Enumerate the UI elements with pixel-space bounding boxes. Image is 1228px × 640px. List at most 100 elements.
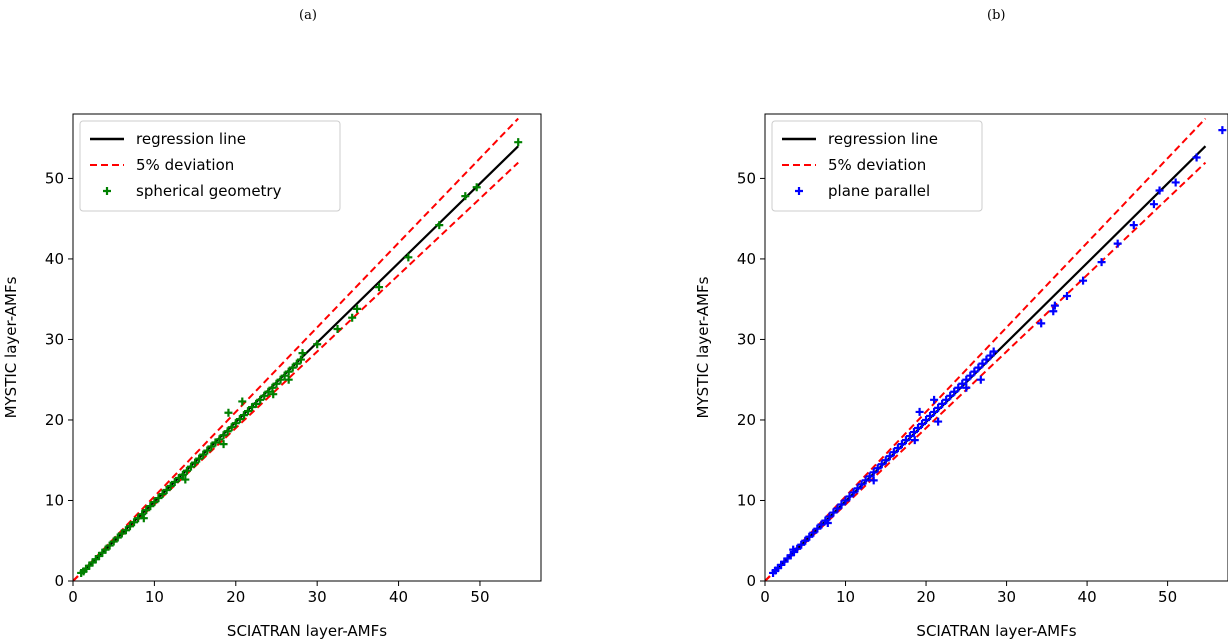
x-tick: 20: [226, 581, 245, 606]
data-point: [966, 371, 975, 380]
y-tick-label: 0: [746, 572, 756, 590]
y-tick-label: 20: [45, 411, 64, 429]
data-point: [1171, 178, 1180, 187]
legend-label: plane parallel: [828, 182, 930, 200]
chart-panel-a: 0 10 20 30 40 50 0 10 20 30 40 50 SCIATRAN layer-AMF…: [2, 113, 542, 640]
y-tick: 10: [45, 491, 73, 509]
x-tick-label: 20: [226, 588, 245, 606]
data-point: [986, 351, 995, 360]
data-point: [264, 387, 273, 396]
data-point: [139, 514, 148, 523]
plot-frame: [764, 113, 1228, 582]
data-point: [970, 367, 979, 376]
data-point: [829, 508, 838, 517]
data-point: [154, 494, 163, 503]
legend-item: spherical geometry: [103, 182, 282, 200]
data-point: [857, 480, 866, 489]
x-tick-label: 40: [1078, 588, 1097, 606]
y-tick: 10: [737, 491, 765, 509]
x-axis-title: SCIATRAN layer-AMFs: [227, 622, 387, 640]
y-tick-label: 50: [737, 169, 756, 187]
y-tick: 30: [45, 330, 73, 348]
x-tick-label: 0: [68, 588, 78, 606]
data-point: [162, 486, 171, 495]
x-tick-label: 30: [997, 588, 1016, 606]
y-tick-label: 10: [737, 491, 756, 509]
data-point: [809, 528, 818, 537]
data-point: [121, 526, 130, 535]
data-point: [889, 448, 898, 457]
data-point: [813, 524, 822, 533]
data-point: [926, 411, 935, 420]
x-tick-label: 0: [760, 588, 770, 606]
y-tick-label: 0: [54, 572, 64, 590]
data-point: [269, 390, 278, 399]
data-point: [909, 428, 918, 437]
x-tick-label: 30: [308, 588, 327, 606]
x-tick: 30: [308, 581, 327, 606]
data-point: [260, 391, 269, 400]
data-point: [243, 407, 252, 416]
data-point: [284, 375, 293, 384]
x-tick-label: 10: [145, 588, 164, 606]
data-point: [861, 476, 870, 485]
data-point: [915, 407, 924, 416]
legend-box: [79, 120, 341, 212]
legend-label: 5% deviation: [828, 156, 926, 174]
x-tick-label: 10: [836, 588, 855, 606]
data-point: [219, 431, 228, 440]
x-tick-label: 40: [389, 588, 408, 606]
data-point: [238, 397, 247, 406]
data-point: [1192, 153, 1201, 162]
panel-a-label: (a): [299, 8, 317, 23]
data-point: [845, 492, 854, 501]
y-tick: 20: [737, 411, 765, 429]
data-point: [789, 545, 798, 554]
data-point: [1155, 186, 1164, 195]
data-point: [375, 283, 384, 292]
data-point: [203, 446, 212, 455]
legend-label: 5% deviation: [136, 156, 234, 174]
y-tick-label: 30: [737, 330, 756, 348]
data-point: [174, 473, 183, 482]
data-point: [224, 408, 233, 417]
x-tick-label: 20: [916, 588, 935, 606]
data-point: [962, 383, 971, 392]
y-tick: 40: [45, 250, 73, 268]
data-point: [918, 419, 927, 428]
data-point: [1062, 291, 1071, 300]
y-tick-label: 40: [737, 250, 756, 268]
data-point: [313, 340, 322, 349]
y-tick: 40: [737, 250, 765, 268]
y-tick-label: 50: [45, 169, 64, 187]
data-point: [976, 375, 985, 384]
x-tick: 40: [389, 581, 408, 606]
y-axis-title: MYSTIC layer-AMFs: [2, 276, 20, 418]
data-point: [1218, 126, 1227, 135]
data-point: [211, 438, 220, 447]
data-point: [288, 363, 297, 372]
data-point: [910, 436, 919, 445]
x-tick: 20: [916, 581, 936, 606]
data-point: [187, 462, 196, 471]
data-point: [219, 440, 228, 449]
data-point: [138, 510, 147, 519]
data-point: [982, 355, 991, 364]
data-point: [817, 520, 826, 529]
data-points: [769, 126, 1227, 577]
chart-panel-b: 0 10 20 30 40 50 0 10 20 30 40 50 SCIATRAN layer-AMF…: [694, 113, 1228, 640]
lower-deviation-line: [765, 161, 1207, 581]
data-point: [905, 432, 914, 441]
data-point: [833, 504, 842, 513]
y-tick: 50: [737, 169, 765, 187]
data-point: [215, 435, 224, 444]
data-point: [292, 359, 301, 368]
data-point: [893, 444, 902, 453]
data-point: [797, 540, 806, 549]
data-point: [823, 519, 832, 528]
data-point: [514, 138, 523, 147]
data-point: [435, 221, 444, 230]
data-point: [117, 529, 126, 538]
data-point: [235, 415, 244, 424]
